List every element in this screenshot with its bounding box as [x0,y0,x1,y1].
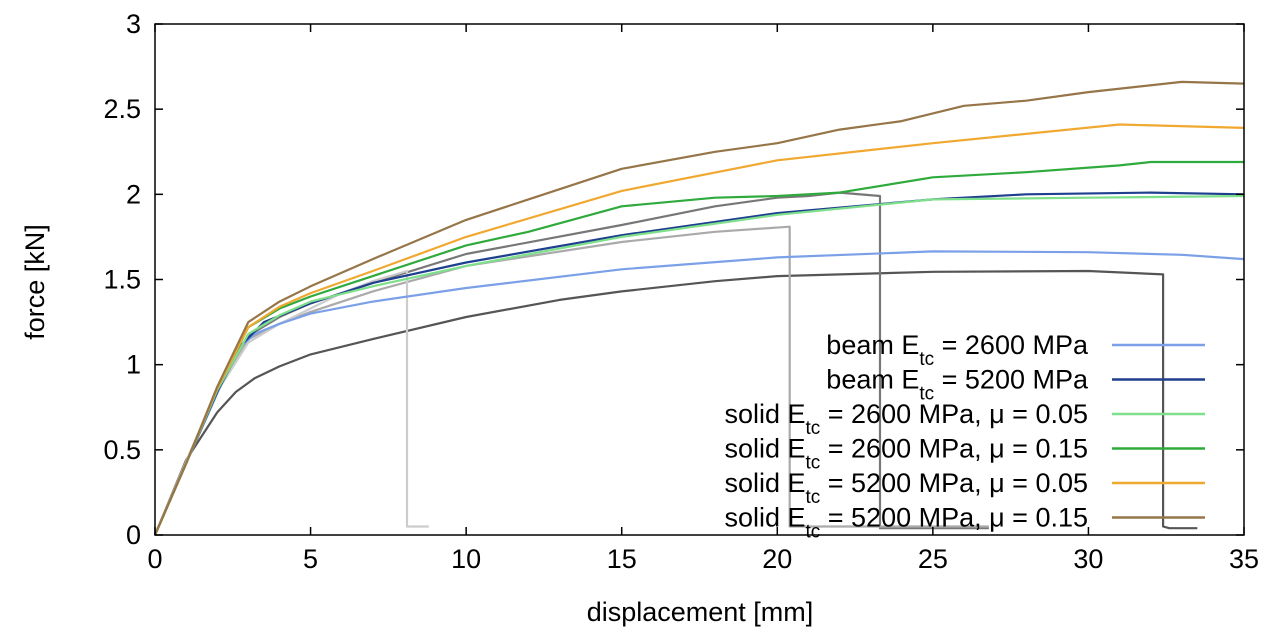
x-tick-label: 0 [147,544,162,574]
legend-label: solid Etc = 5200 MPa, μ = 0.05 [724,468,1088,508]
axis-layer: 0 5 10 15 20 25 30 35 0 0.5 1 1.5 2 2.5 3 [103,9,1259,574]
y-tick-label: 1 [126,350,141,380]
x-tick-label: 10 [451,544,481,574]
y-tick-label: 3 [126,9,141,39]
x-tick-label: 15 [607,544,637,574]
x-tick-label: 25 [918,544,948,574]
y-tick-label: 0 [126,520,141,550]
y-tick-label: 2 [126,179,141,209]
y-tick-label: 2.5 [103,94,141,124]
x-tick-label: 35 [1229,544,1259,574]
legend-item: beam Etc = 5200 MPa [826,365,1205,405]
legend-label: solid Etc = 2600 MPa, μ = 0.05 [724,399,1088,439]
x-tick-label: 5 [303,544,318,574]
legend-label: beam Etc = 2600 MPa [826,330,1089,370]
legend-item: solid Etc = 5200 MPa, μ = 0.05 [724,468,1205,508]
legend-item: beam Etc = 2600 MPa [826,330,1205,370]
legend-label: solid Etc = 2600 MPa, μ = 0.15 [724,434,1088,474]
series-line-6 [153,80,1245,536]
y-tick-label: 0.5 [103,435,141,465]
legend-label: solid Etc = 5200 MPa, μ = 0.15 [724,503,1088,543]
legend-item: solid Etc = 2600 MPa, μ = 0.05 [724,399,1205,439]
x-tick-label: 20 [762,544,792,574]
legend-label: beam Etc = 5200 MPa [826,365,1089,405]
series-layer [153,80,1245,536]
legend-item: solid Etc = 5200 MPa, μ = 0.15 [724,503,1205,543]
y-axis-title: force [kN] [20,224,50,340]
legend-item: solid Etc = 2600 MPa, μ = 0.15 [724,434,1205,474]
experiment-curve-7 [153,269,1198,536]
x-axis-title: displacement [mm] [587,597,814,627]
y-tick-label: 1.5 [103,265,141,295]
x-tick-label: 30 [1073,544,1103,574]
